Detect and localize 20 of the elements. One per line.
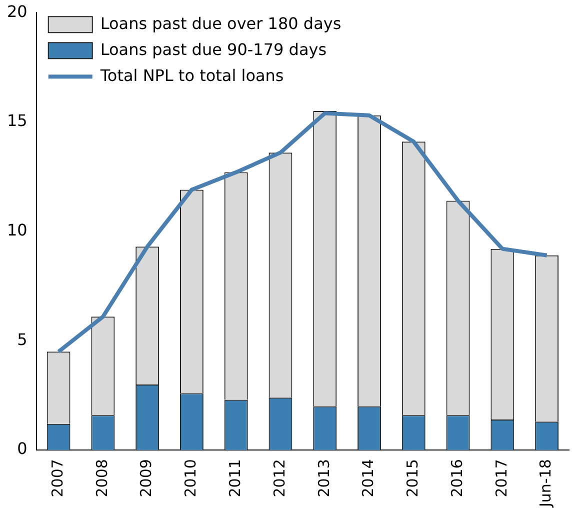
x-tick-label: 2011 xyxy=(226,459,244,498)
y-tick-label: 20 xyxy=(7,2,28,21)
x-tick-label: 2010 xyxy=(182,459,200,498)
legend-label: Total NPL to total loans xyxy=(99,66,284,85)
x-tick-label: 2008 xyxy=(92,459,111,498)
x-tick-label: 2012 xyxy=(270,459,288,498)
legend-label: Loans past due 90-179 days xyxy=(100,40,327,59)
x-tick-label: 2016 xyxy=(448,459,466,498)
y-tick-label: 15 xyxy=(7,111,28,130)
x-tick-label: 2007 xyxy=(48,459,66,498)
y-tick-label: 0 xyxy=(17,439,28,458)
x-tick-label: 2013 xyxy=(314,459,333,498)
x-tick-label: Jun-18 xyxy=(536,459,555,508)
y-tick-label: 10 xyxy=(7,220,28,240)
x-tick-label: 2017 xyxy=(492,459,510,498)
legend-label: Loans past due over 180 days xyxy=(100,14,342,33)
x-tick-label: 2015 xyxy=(404,459,422,498)
y-tick-label: 5 xyxy=(17,330,28,349)
x-tick-label: 2014 xyxy=(359,459,378,498)
x-tick-label: 2009 xyxy=(137,459,156,498)
